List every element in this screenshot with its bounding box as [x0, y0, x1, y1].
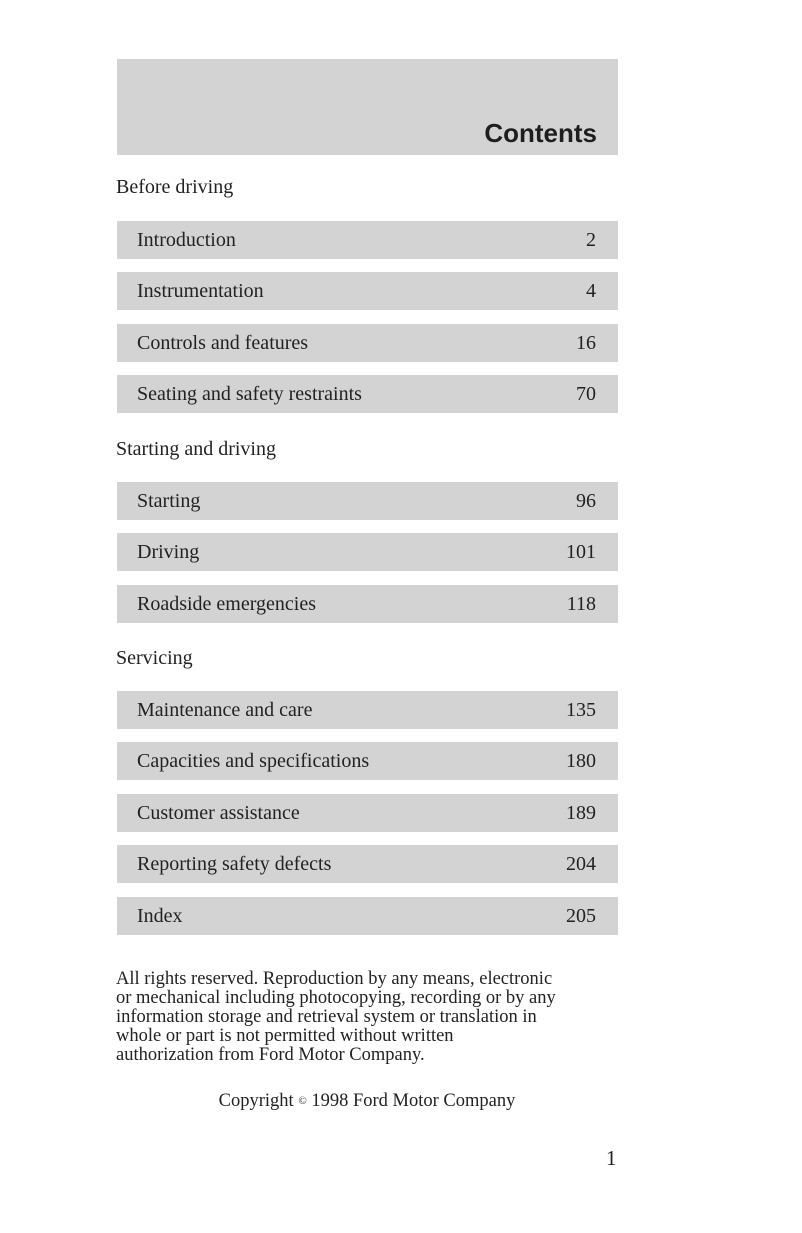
- toc-entry-label: Introduction: [137, 229, 236, 251]
- toc-entry-label: Reporting safety defects: [137, 853, 332, 875]
- section-heading: Starting and driving: [116, 438, 276, 460]
- toc-entry-page: 189: [566, 802, 596, 824]
- toc-entry-page: 118: [566, 593, 596, 615]
- toc-entry-page: 70: [576, 383, 596, 405]
- toc-entry-page: 4: [586, 280, 596, 302]
- toc-entry-label: Instrumentation: [137, 280, 264, 302]
- toc-entry-label: Index: [137, 905, 183, 927]
- contents-header: Contents: [117, 59, 618, 155]
- toc-entry[interactable]: Index 205: [117, 897, 618, 935]
- toc-entry[interactable]: Roadside emergencies 118: [117, 585, 618, 623]
- toc-entry-page: 135: [566, 699, 596, 721]
- legal-line: or mechanical including photocopying, re…: [116, 988, 556, 1008]
- copyright-prefix: Copyright: [218, 1091, 294, 1111]
- toc-entry-label: Driving: [137, 541, 200, 563]
- page-number: 1: [606, 1146, 617, 1170]
- toc-entry[interactable]: Seating and safety restraints 70: [117, 375, 618, 413]
- legal-line: authorization from Ford Motor Company.: [116, 1045, 425, 1065]
- toc-entry-label: Controls and features: [137, 332, 309, 354]
- toc-entry-page: 101: [566, 541, 596, 563]
- toc-entry-page: 16: [576, 332, 596, 354]
- legal-line: whole or part is not permitted without w…: [116, 1026, 454, 1046]
- toc-entry[interactable]: Capacities and specifications 180: [117, 742, 618, 780]
- toc-entry[interactable]: Starting 96: [117, 482, 618, 520]
- toc-entry[interactable]: Driving 101: [117, 533, 618, 571]
- toc-entry-label: Maintenance and care: [137, 699, 313, 721]
- toc-entry-label: Seating and safety restraints: [137, 383, 362, 405]
- toc-entry-page: 205: [566, 905, 596, 927]
- toc-entry-page: 180: [566, 750, 596, 772]
- copyright-symbol: ©: [298, 1095, 307, 1107]
- toc-entry[interactable]: Controls and features 16: [117, 324, 618, 362]
- legal-line: All rights reserved. Reproduction by any…: [116, 969, 553, 989]
- legal-line: information storage and retrieval system…: [116, 1007, 537, 1027]
- toc-entry-label: Starting: [137, 490, 201, 512]
- toc-entry[interactable]: Maintenance and care 135: [117, 691, 618, 729]
- toc-entry-label: Capacities and specifications: [137, 750, 370, 772]
- toc-entry-page: 2: [586, 229, 596, 251]
- toc-entry-page: 96: [576, 490, 596, 512]
- toc-entry-page: 204: [566, 853, 596, 875]
- page-title: Contents: [484, 118, 597, 148]
- toc-entry[interactable]: Introduction 2: [117, 221, 618, 259]
- toc-entry[interactable]: Instrumentation 4: [117, 272, 618, 310]
- toc-entry-label: Roadside emergencies: [137, 593, 317, 615]
- toc-entry[interactable]: Customer assistance 189: [117, 794, 618, 832]
- copyright-text: 1998 Ford Motor Company: [311, 1091, 516, 1111]
- toc-entry-label: Customer assistance: [137, 802, 300, 824]
- section-heading: Before driving: [116, 176, 234, 198]
- section-heading: Servicing: [116, 647, 193, 669]
- legal-notice: All rights reserved. Reproduction by any…: [116, 970, 636, 1065]
- copyright: Copyright © 1998 Ford Motor Company: [0, 1091, 734, 1112]
- toc-entry[interactable]: Reporting safety defects 204: [117, 845, 618, 883]
